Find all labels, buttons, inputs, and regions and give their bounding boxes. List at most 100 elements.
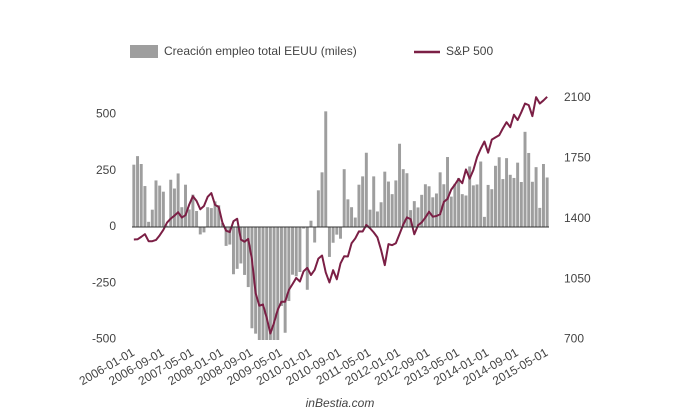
bar bbox=[541, 164, 545, 227]
bar bbox=[505, 158, 509, 227]
bar bbox=[202, 227, 206, 233]
bar bbox=[213, 201, 217, 227]
bar bbox=[401, 169, 405, 227]
bar bbox=[479, 161, 483, 227]
bar bbox=[272, 227, 276, 340]
bar bbox=[501, 179, 505, 227]
bar bbox=[339, 227, 342, 239]
y-tick-label: 0 bbox=[109, 219, 116, 233]
bar bbox=[516, 162, 520, 227]
bar bbox=[386, 181, 390, 227]
bar bbox=[335, 227, 339, 235]
line bbox=[133, 96, 548, 335]
bar bbox=[291, 227, 295, 275]
plot-area bbox=[132, 96, 549, 340]
bar bbox=[198, 227, 202, 235]
bar bbox=[494, 165, 497, 227]
bar bbox=[206, 207, 210, 227]
bar bbox=[265, 227, 269, 340]
bar bbox=[534, 167, 538, 227]
bar bbox=[449, 196, 453, 227]
bar bbox=[254, 227, 258, 334]
y2-tick-label: 700 bbox=[564, 332, 584, 346]
bar bbox=[294, 227, 298, 277]
bar bbox=[398, 143, 402, 227]
bar bbox=[302, 227, 306, 229]
bar bbox=[246, 227, 250, 288]
bar bbox=[209, 208, 213, 227]
bar bbox=[490, 189, 494, 227]
bar bbox=[316, 190, 320, 227]
y-tick-label: -500 bbox=[92, 332, 116, 346]
bar bbox=[527, 152, 531, 227]
bar bbox=[257, 227, 261, 340]
bar bbox=[250, 227, 254, 329]
bar bbox=[350, 207, 354, 227]
bar bbox=[423, 184, 427, 227]
bar bbox=[372, 176, 376, 227]
bar bbox=[283, 227, 287, 333]
bar bbox=[176, 173, 180, 227]
bar bbox=[305, 227, 309, 290]
bar bbox=[508, 174, 512, 227]
bar bbox=[519, 182, 523, 227]
bar bbox=[268, 227, 272, 340]
bar bbox=[309, 220, 313, 227]
source: inBestia.com bbox=[306, 396, 375, 410]
legend-label: S&P 500 bbox=[446, 44, 493, 58]
bar bbox=[457, 177, 461, 227]
bar bbox=[438, 172, 442, 227]
bar bbox=[405, 173, 409, 227]
bar bbox=[235, 227, 239, 269]
bar bbox=[150, 209, 154, 227]
bar bbox=[287, 227, 291, 302]
bar bbox=[298, 227, 302, 272]
bar bbox=[364, 152, 368, 227]
bar bbox=[379, 202, 383, 227]
bar bbox=[132, 164, 136, 227]
bar bbox=[220, 223, 224, 227]
bar bbox=[512, 177, 516, 227]
bar bbox=[143, 186, 147, 227]
bar bbox=[482, 216, 486, 227]
bar bbox=[538, 207, 542, 227]
bar bbox=[442, 184, 446, 227]
bar bbox=[353, 217, 357, 227]
bar bbox=[412, 201, 416, 227]
bar bbox=[375, 211, 379, 227]
bar bbox=[475, 184, 479, 227]
bar bbox=[431, 197, 435, 227]
y-tick-label: -250 bbox=[92, 275, 116, 289]
bar bbox=[184, 184, 187, 227]
bar bbox=[331, 227, 335, 243]
bar bbox=[416, 207, 420, 227]
bar bbox=[357, 184, 361, 227]
bar bbox=[154, 180, 158, 227]
y2-tick-label: 1050 bbox=[564, 271, 591, 285]
bar bbox=[497, 157, 501, 227]
bar bbox=[313, 227, 317, 243]
y2-tick-label: 1400 bbox=[564, 211, 591, 225]
bar bbox=[464, 195, 468, 227]
bar bbox=[239, 227, 243, 264]
bar bbox=[195, 211, 199, 227]
bar bbox=[342, 169, 346, 227]
bar bbox=[446, 157, 449, 227]
bar bbox=[361, 176, 365, 227]
bar bbox=[523, 131, 527, 227]
bar bbox=[530, 181, 534, 227]
y-tick-label: 500 bbox=[96, 107, 116, 121]
bar bbox=[172, 188, 176, 227]
bar bbox=[368, 209, 372, 227]
bar bbox=[453, 183, 457, 227]
y-tick-label: 250 bbox=[96, 163, 116, 177]
bar bbox=[147, 221, 151, 227]
bar bbox=[169, 179, 173, 227]
bar bbox=[228, 227, 232, 245]
legend-swatch bbox=[130, 45, 158, 58]
bar bbox=[158, 185, 162, 227]
bar bbox=[187, 209, 191, 227]
bar bbox=[191, 194, 195, 227]
y2-tick-label: 2100 bbox=[564, 90, 591, 104]
bar bbox=[346, 199, 350, 227]
